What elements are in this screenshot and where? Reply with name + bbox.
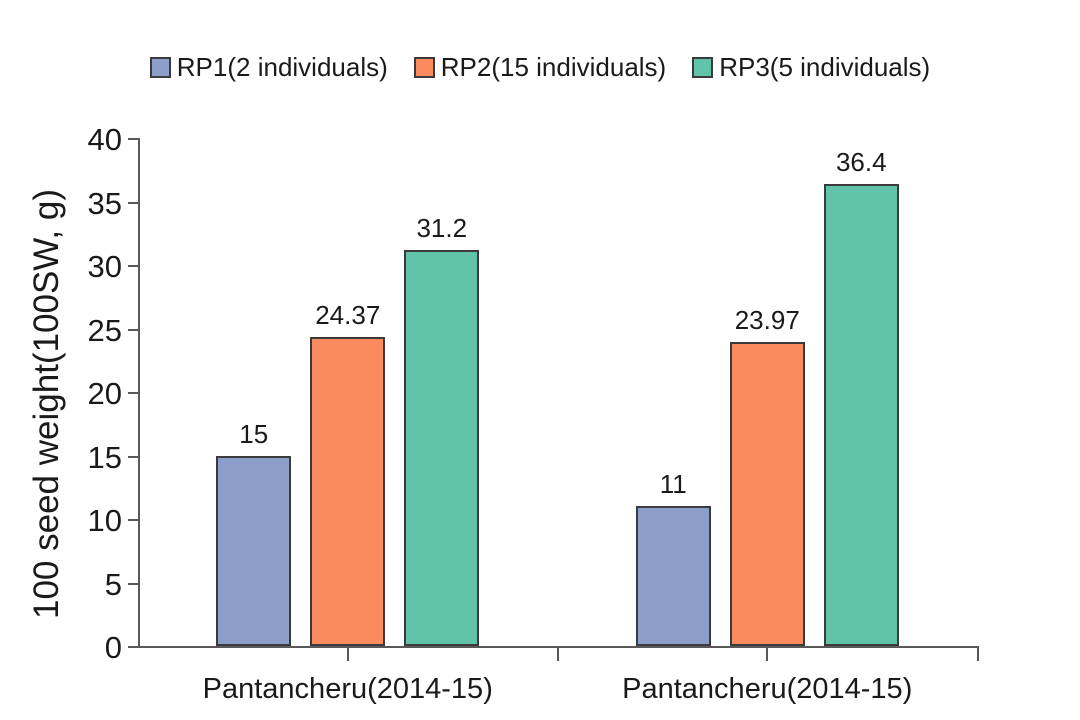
y-axis-tick xyxy=(128,392,138,394)
legend-label: RP2(15 individuals) xyxy=(440,52,667,82)
bar xyxy=(729,341,805,646)
y-axis-tick xyxy=(128,646,138,648)
y-axis-tick-label: 40 xyxy=(87,122,122,157)
y-axis-tick-label: 5 xyxy=(104,566,122,602)
legend-swatch-icon xyxy=(413,56,435,78)
bar xyxy=(635,506,711,646)
y-axis-tick xyxy=(128,582,138,585)
x-axis-category-label: Pantancheru(2014-15) xyxy=(622,673,913,705)
y-axis-tick xyxy=(128,265,138,267)
bar xyxy=(216,455,292,646)
bar xyxy=(404,249,480,646)
y-axis-tick xyxy=(128,138,138,140)
bar-value-label: 31.2 xyxy=(416,212,468,243)
x-axis-tick xyxy=(977,648,979,661)
legend-item: RP1(2 individuals) xyxy=(149,52,388,82)
legend-swatch-icon xyxy=(149,56,171,78)
y-axis-tick-label: 15 xyxy=(87,439,122,475)
y-axis-line xyxy=(138,138,140,648)
y-axis-tick xyxy=(128,455,138,458)
y-axis-tick-label: 0 xyxy=(104,630,122,665)
bar xyxy=(823,183,899,646)
x-axis-tick xyxy=(766,648,769,661)
chart-legend: RP1(2 individuals) RP2(15 individuals) RP3… xyxy=(0,48,1080,86)
y-axis-tick-label: 10 xyxy=(87,503,122,538)
bar-value-label: 36.4 xyxy=(835,146,887,177)
x-axis-line xyxy=(138,646,979,648)
y-axis-tick-label: 25 xyxy=(87,312,122,348)
bar-value-label: 23.97 xyxy=(734,304,800,335)
x-axis-category-label: Pantancheru(2014-15) xyxy=(202,673,493,705)
y-axis-tick-label: 30 xyxy=(87,249,122,284)
y-axis-tick-label: 35 xyxy=(87,185,122,221)
bar-value-label: 24.37 xyxy=(315,299,381,330)
bar xyxy=(310,336,386,646)
y-axis-tick xyxy=(128,328,138,331)
y-axis-tick-label: 20 xyxy=(87,376,122,411)
legend-item: RP3(5 individuals) xyxy=(692,54,930,80)
legend-label: RP1(2 individuals) xyxy=(176,52,388,82)
legend-swatch-icon xyxy=(692,56,714,78)
y-axis-tick xyxy=(128,201,138,204)
bar-value-label: 15 xyxy=(239,418,269,449)
legend-label: RP3(5 individuals) xyxy=(719,52,931,82)
y-axis-tick xyxy=(128,519,138,521)
legend-item: RP2(15 individuals) xyxy=(413,52,667,82)
x-axis-tick xyxy=(346,648,349,661)
bar-value-label: 11 xyxy=(659,469,687,500)
x-axis-tick xyxy=(556,648,559,661)
